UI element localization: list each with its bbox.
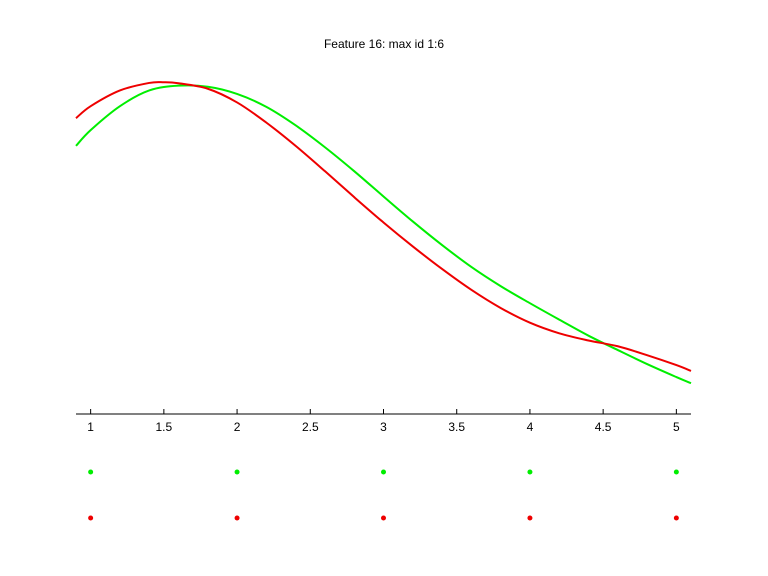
- x-axis-ticks: 1 1.5 2 2.5 3 3.5 4 4.5 5: [87, 409, 680, 434]
- red-marker-dot: [527, 515, 533, 521]
- x-tick-label: 1.5: [156, 420, 173, 434]
- x-tick-label: 5: [673, 420, 680, 434]
- green-marker-dot: [234, 469, 240, 475]
- green-marker-dot: [673, 469, 679, 475]
- x-tick-label: 2.5: [302, 420, 319, 434]
- chart-title: Feature 16: max id 1:6: [324, 37, 444, 51]
- green-marker-dot: [381, 469, 386, 475]
- series-layer: [75, 81, 692, 385]
- x-tick-label: 1: [87, 420, 94, 434]
- red-series-line: [75, 81, 692, 372]
- x-tick-label: 4.5: [595, 420, 612, 434]
- red-marker-dot: [381, 515, 386, 521]
- x-tick-label: 3.5: [448, 420, 465, 434]
- green-marker-dot: [88, 469, 94, 475]
- red-marker-dot: [673, 515, 679, 521]
- red-marker-dot: [88, 515, 94, 521]
- x-tick-label: 4: [527, 420, 534, 434]
- green-marker-dot: [527, 469, 533, 475]
- x-tick-label: 2: [234, 420, 241, 434]
- x-tick-label: 3: [380, 420, 387, 434]
- green-series-line: [75, 84, 692, 385]
- series-dots: [88, 469, 679, 521]
- red-marker-dot: [234, 515, 240, 521]
